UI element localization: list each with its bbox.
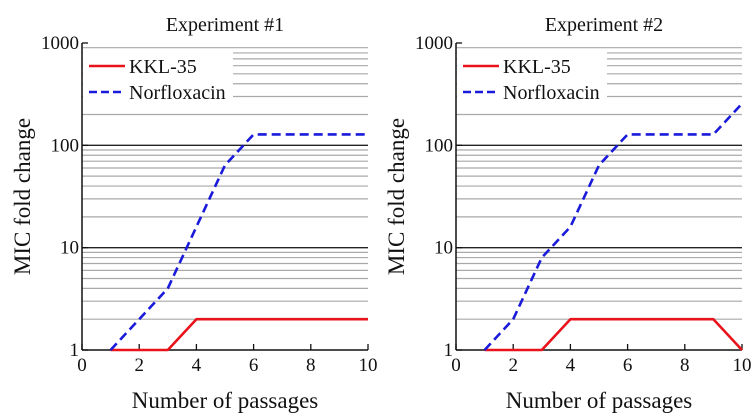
x-tick-label: 4 — [566, 355, 576, 376]
series-line-kkl-35 — [484, 317, 743, 352]
legend-box — [83, 51, 233, 105]
y-tick-label: 100 — [425, 135, 454, 156]
chart-title: Experiment #1 — [166, 14, 284, 36]
y-axis-label: MIC fold change — [10, 118, 35, 275]
y-axis-label: MIC fold change — [384, 118, 409, 275]
x-tick-label: 8 — [306, 355, 316, 376]
y-tick-label: 1000 — [415, 33, 453, 54]
series-line-kkl-35 — [110, 317, 368, 352]
y-tick-label: 1 — [70, 340, 80, 361]
x-tick-label: 10 — [359, 355, 378, 376]
series-line-norfloxacin — [109, 133, 368, 351]
x-tick-label: 10 — [733, 355, 752, 376]
y-tick-label: 1 — [444, 340, 454, 361]
x-tick-label: 4 — [192, 355, 202, 376]
series-line-norfloxacin — [483, 102, 743, 351]
x-tick-label: 0 — [451, 355, 461, 376]
x-tick-label: 0 — [77, 355, 87, 376]
chart-panel-2: 1 10 100 1000 0 2 4 6 8 10 Experiment #2 Number of … — [384, 14, 752, 413]
legend-label: Norfloxacin — [503, 82, 600, 104]
y-tick-label: 100 — [51, 135, 80, 156]
x-axis-label: Number of passages — [506, 388, 693, 413]
x-tick-label: 2 — [508, 355, 518, 376]
x-tick-label: 8 — [680, 355, 690, 376]
legend-box — [457, 51, 607, 105]
legend-label: KKL-35 — [129, 56, 197, 78]
legend-label: KKL-35 — [503, 56, 571, 78]
legend-label: Norfloxacin — [129, 82, 226, 104]
x-axis-label: Number of passages — [132, 388, 319, 413]
y-tick-label: 1000 — [41, 33, 79, 54]
chart-title: Experiment #2 — [545, 14, 663, 36]
y-tick-label: 10 — [60, 238, 79, 259]
x-tick-label: 6 — [249, 355, 259, 376]
chart-panel-1: 1 10 100 1000 0 2 4 6 8 10 Experiment #1 Number of … — [10, 14, 378, 413]
y-tick-label: 10 — [434, 238, 453, 259]
x-tick-label: 6 — [623, 355, 633, 376]
x-tick-label: 2 — [134, 355, 144, 376]
